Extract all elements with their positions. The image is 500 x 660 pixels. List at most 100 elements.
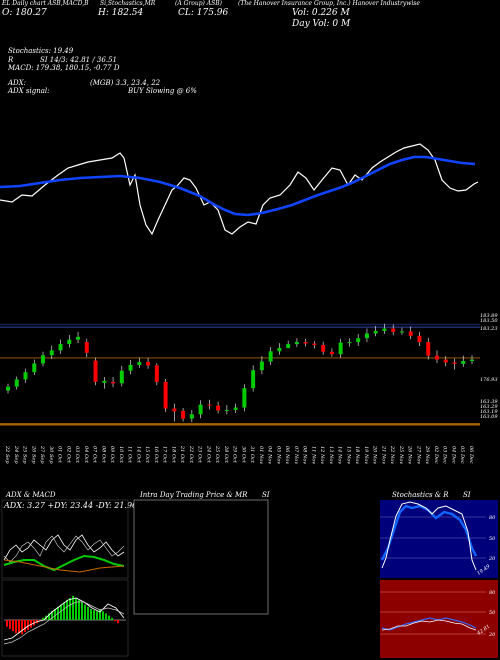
macd-bar: [66, 600, 68, 620]
candle-body: [76, 336, 81, 340]
candle-body: [356, 338, 361, 343]
macd-bar: [6, 620, 8, 627]
candle-body: [329, 351, 334, 355]
date-tick-label: 07 Nov: [293, 446, 299, 464]
candle-body: [93, 360, 98, 382]
date-tick-label: 02 Dec: [433, 446, 439, 464]
candle-body: [67, 339, 72, 345]
candle-body: [6, 386, 10, 391]
date-tick-label: 07 Oct: [92, 446, 98, 464]
macd-bar: [90, 609, 92, 620]
adx-macd-title: ADX & MACD: [6, 491, 56, 499]
header-day-volume: Day Vol: 0 M: [292, 19, 351, 29]
macd-bar: [72, 595, 74, 620]
date-tick-label: 11 Nov: [310, 446, 316, 464]
blue-signal-line: [0, 155, 476, 217]
info-r: R: [8, 56, 14, 64]
date-tick-label: 08 Nov: [302, 446, 308, 464]
date-tick-label: 22 Oct: [188, 445, 194, 464]
candle-body: [408, 331, 413, 336]
date-tick-label: 27 Sep: [39, 445, 45, 464]
date-tick-label: 31 Oct: [249, 446, 255, 464]
candle-body: [137, 361, 142, 365]
header-volume: Vol: 0.226 M: [292, 8, 350, 18]
date-tick-label: 30 Oct: [240, 446, 246, 464]
candle-body: [417, 335, 422, 343]
header-open: O: 180.27: [2, 8, 47, 18]
macd-bar: [75, 598, 77, 620]
header-line1c: (A Group) ASB): [175, 0, 223, 7]
candle-body: [312, 343, 317, 346]
adx-white-line: [3, 534, 125, 561]
macd-bar: [30, 620, 32, 628]
candle-body: [23, 372, 28, 380]
info-signal-text: BUY Slowing @ 6%: [128, 87, 197, 95]
date-tick-label: 15 Nov: [345, 446, 351, 464]
info-adx-signal: ADX signal:: [8, 87, 50, 95]
macd-bar: [69, 598, 71, 620]
date-tick-label: 11 Oct: [127, 446, 133, 464]
macd-white-line-2: [3, 601, 125, 645]
candle-body: [373, 330, 378, 334]
candle-body: [294, 342, 299, 345]
macd-bar: [60, 604, 62, 620]
candle-body: [364, 333, 369, 339]
candle-body: [207, 404, 212, 406]
macd-bar: [111, 617, 113, 620]
date-tick-label: 26 Nov: [407, 445, 413, 464]
date-tick-label: 09 Oct: [109, 446, 115, 464]
macd-white-line: [3, 597, 125, 641]
date-tick-label: 25 Nov: [398, 445, 404, 464]
candle-body: [198, 404, 203, 415]
candle-body: [443, 359, 448, 363]
candle-body: [426, 342, 431, 356]
rsi-level-80-label: 80: [489, 590, 496, 596]
info-si: SI 14/3: 42.81 / 36.51: [40, 56, 117, 64]
date-tick-label: 29 Oct: [232, 445, 238, 464]
date-tick-label: 03 Oct: [74, 446, 80, 464]
white-macd-line: [0, 143, 479, 236]
candle-body: [391, 328, 396, 332]
macd-bar: [87, 606, 89, 620]
date-tick-label: 25 Sep: [22, 445, 28, 464]
candle-body: [251, 370, 256, 389]
adx-white-line-2: [3, 535, 125, 563]
macd-bar: [12, 620, 14, 631]
macd-bar: [84, 604, 86, 620]
macd-bar: [99, 609, 101, 620]
macd-bar: [9, 620, 11, 629]
date-tick-label: 22 Sep: [4, 445, 10, 464]
macd-bar: [24, 620, 26, 633]
rsi-level-50-label: 50: [489, 610, 496, 616]
candle-body: [128, 364, 133, 371]
macd-bar: [93, 610, 95, 620]
date-tick-label: 18 Nov: [354, 446, 360, 464]
level-label: 163.39: [480, 399, 498, 405]
header-line1: EL Daily chart ASB,MACD,B: [2, 0, 89, 7]
date-tick-label: 27 Nov: [415, 445, 421, 464]
stoch-level-80-label: 80: [489, 515, 496, 521]
adx-green-line: [3, 554, 125, 572]
date-tick-label: 04 Dec: [450, 446, 456, 464]
candle-body: [181, 410, 186, 419]
date-tick-label: 24 Sep: [13, 445, 19, 464]
macd-bar: [63, 602, 65, 620]
candle-body: [452, 362, 457, 364]
candle-body: [41, 355, 46, 364]
candle-body: [49, 350, 54, 356]
date-tick-label: 22 Nov: [389, 445, 395, 464]
date-tick-label: 03 Dec: [442, 446, 448, 464]
stoch-white-line: [381, 501, 477, 571]
candle-body: [242, 388, 247, 408]
date-tick-label: 01 Oct: [57, 446, 63, 464]
macd-panel-frame: [1, 579, 129, 657]
level-label: 163.19: [480, 409, 498, 415]
date-tick-label: 28 Oct: [223, 445, 229, 464]
date-tick-label: 23 Oct: [197, 445, 203, 464]
level-label: 163.29: [480, 404, 498, 410]
candle-body: [111, 381, 116, 384]
stoch-title: Stochastics & R: [392, 491, 449, 499]
macd-bar: [42, 617, 44, 620]
macd-bar: [114, 620, 116, 622]
